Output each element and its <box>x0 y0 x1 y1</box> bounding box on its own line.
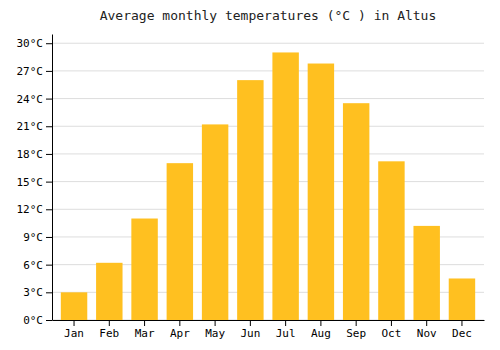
bar <box>131 219 157 320</box>
y-tick: 15°C <box>17 176 53 189</box>
bar <box>167 163 193 320</box>
x-tick-label: Dec <box>452 327 472 340</box>
y-tick-label: 6°C <box>23 259 43 272</box>
bar <box>202 124 228 320</box>
bar <box>308 64 334 320</box>
x-tick-label: Apr <box>170 327 190 340</box>
x-tick: Jan <box>64 320 84 340</box>
x-tick-label: Sep <box>346 327 366 340</box>
grid <box>52 43 484 320</box>
x-tick: Oct <box>381 320 401 340</box>
y-tick-label: 0°C <box>23 314 43 327</box>
x-tick-mark <box>320 320 321 326</box>
bar <box>449 278 475 320</box>
grid-line <box>52 153 484 154</box>
y-tick-mark <box>46 320 52 321</box>
y-tick-mark <box>46 126 52 127</box>
y-tick: 27°C <box>17 65 53 78</box>
x-tick-mark <box>250 320 251 326</box>
x-tick-mark <box>144 320 145 326</box>
grid-line <box>52 43 484 44</box>
x-tick: Aug <box>311 320 331 340</box>
plot-area <box>61 52 475 320</box>
y-tick-label: 3°C <box>23 286 43 299</box>
y-tick-mark <box>46 99 52 100</box>
grid-line <box>52 181 484 182</box>
bar <box>61 292 87 320</box>
y-tick-label: 30°C <box>17 37 44 50</box>
y-tick: 6°C <box>23 259 52 272</box>
bar <box>378 161 404 320</box>
grid-line <box>52 209 484 210</box>
x-tick-mark <box>426 320 427 326</box>
y-tick-label: 24°C <box>17 93 44 106</box>
y-tick: 18°C <box>17 148 53 161</box>
y-tick-mark <box>46 154 52 155</box>
y-tick-label: 27°C <box>17 65 44 78</box>
x-tick: Sep <box>346 320 366 340</box>
x-tick-label: Jun <box>240 327 260 340</box>
y-tick-label: 21°C <box>17 120 44 133</box>
y-tick-mark <box>46 71 52 72</box>
title: Average monthly temperatures (°C ) in Al… <box>100 8 437 23</box>
y-axis-line <box>52 35 53 321</box>
x-tick-mark <box>461 320 462 326</box>
x-tick-mark <box>285 320 286 326</box>
grid-line <box>52 126 484 127</box>
y-tick: 12°C <box>17 203 53 216</box>
y-tick-mark <box>46 182 52 183</box>
y-tick: 30°C <box>17 37 53 50</box>
y-tick-mark <box>46 43 52 44</box>
bar <box>272 52 298 320</box>
x-tick-label: Oct <box>381 327 401 340</box>
grid-line <box>52 98 484 99</box>
y-tick-label: 15°C <box>17 176 44 189</box>
x-tick: Feb <box>99 320 119 340</box>
x-tick-mark <box>215 320 216 326</box>
x-tick: Jul <box>276 320 296 340</box>
bar <box>237 80 263 320</box>
y-tick-mark <box>46 292 52 293</box>
x-tick-label: Feb <box>99 327 119 340</box>
chart: Jan Feb Mar Apr May Jun Jul Aug Sep Oct Nov Dec 0°C 3… <box>0 0 500 350</box>
y-tick: 21°C <box>17 120 53 133</box>
x-tick-label: May <box>205 327 225 340</box>
y-axis: 0°C 3°C 6°C 9°C 12°C 15°C 18°C 21°C 24°C 27°C 30°C <box>17 35 53 328</box>
x-tick: Jun <box>240 320 260 340</box>
x-tick: Dec <box>452 320 472 340</box>
bar <box>96 263 122 320</box>
y-tick-label: 9°C <box>23 231 43 244</box>
bar <box>343 103 369 320</box>
x-axis-line <box>53 320 485 321</box>
x-tick-label: Aug <box>311 327 331 340</box>
x-tick-label: Jul <box>276 327 296 340</box>
chart-container: Jan Feb Mar Apr May Jun Jul Aug Sep Oct Nov Dec 0°C 3… <box>0 0 500 350</box>
bar <box>413 226 439 320</box>
y-tick: 3°C <box>23 286 52 299</box>
x-tick-mark <box>179 320 180 326</box>
y-tick: 9°C <box>23 231 52 244</box>
x-tick-mark <box>356 320 357 326</box>
x-tick: May <box>205 320 225 340</box>
x-tick-mark <box>109 320 110 326</box>
y-tick: 24°C <box>17 93 53 106</box>
x-tick-label: Nov <box>417 327 437 340</box>
x-tick-label: Mar <box>135 327 155 340</box>
grid-line <box>52 70 484 71</box>
y-tick: 0°C <box>23 314 52 327</box>
y-tick-label: 18°C <box>17 148 44 161</box>
x-tick-label: Jan <box>64 327 84 340</box>
y-tick-mark <box>46 209 52 210</box>
y-tick-mark <box>46 265 52 266</box>
x-axis: Jan Feb Mar Apr May Jun Jul Aug Sep Oct Nov Dec <box>53 320 485 340</box>
x-tick-mark <box>74 320 75 326</box>
y-tick-mark <box>46 237 52 238</box>
x-tick-mark <box>391 320 392 326</box>
x-tick: Mar <box>135 320 155 340</box>
y-tick-label: 12°C <box>17 203 44 216</box>
x-tick: Apr <box>170 320 190 340</box>
x-tick: Nov <box>417 320 437 340</box>
